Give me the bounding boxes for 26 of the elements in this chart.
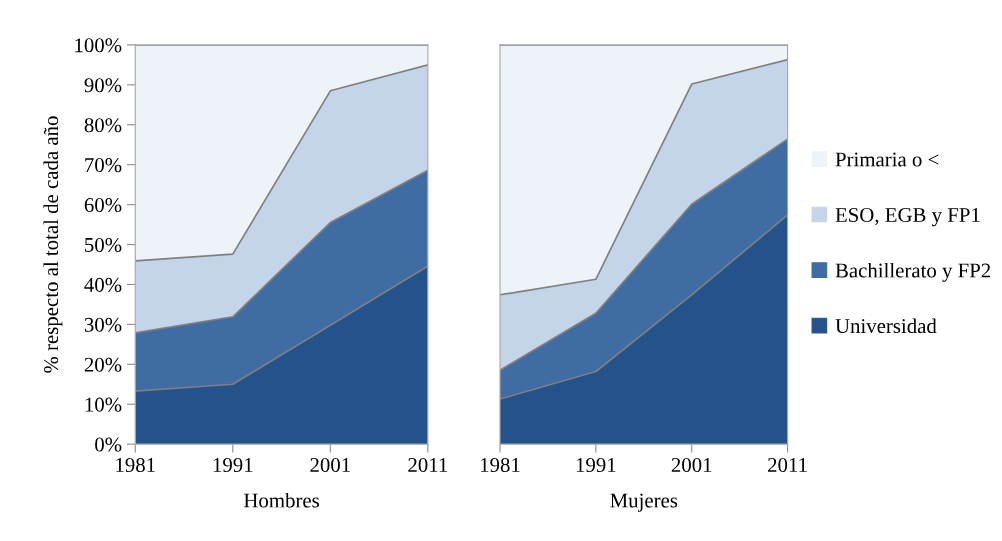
x-tick-label: 2011 <box>408 457 448 473</box>
legend-label: Primaria o < <box>835 152 939 167</box>
legend-label: Bachillerato y FP2 <box>835 262 991 282</box>
x-tick-label: 1991 <box>576 458 616 473</box>
legend-label: Universidad <box>835 318 937 334</box>
y-tick-label: 100% <box>75 38 122 53</box>
y-tick-label: 50% <box>85 237 122 253</box>
y-tick-label: 30% <box>84 317 122 332</box>
x-tick-label: 2001 <box>310 457 350 473</box>
y-tick-label: 20% <box>84 357 122 372</box>
y-tick-label: 40% <box>84 277 122 292</box>
x-tick-label: 1991 <box>213 458 253 473</box>
y-axis-title: % respecto al total de cada año <box>43 116 63 373</box>
y-tick-label: 90% <box>84 78 122 93</box>
y-tick-label: 80% <box>84 118 122 133</box>
y-tick-label: 60% <box>84 197 122 213</box>
y-tick-label: 70% <box>85 158 122 173</box>
x-tick-label: 2001 <box>671 457 712 473</box>
x-axis-title: Mujeres <box>610 493 678 512</box>
y-tick-label: 0% <box>95 437 122 452</box>
x-tick-label: 1981 <box>481 457 520 473</box>
legend-label: ESO, EGB y FP1 <box>835 208 980 227</box>
y-tick-label: 10% <box>85 397 122 412</box>
x-axis-title: Hombres <box>243 492 319 508</box>
x-tick-label: 1981 <box>116 457 155 473</box>
x-tick-label: 2011 <box>768 457 807 473</box>
